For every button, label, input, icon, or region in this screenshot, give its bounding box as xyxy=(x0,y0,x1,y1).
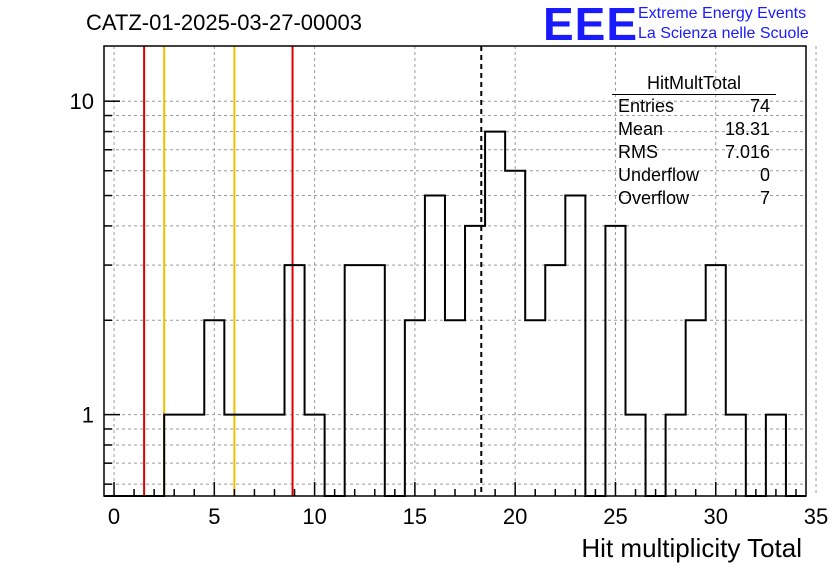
stats-value: 0 xyxy=(759,165,770,185)
stats-label: Mean xyxy=(618,119,664,139)
stats-row-entries: Entries 74 xyxy=(612,95,776,118)
logo-line-2: La Scienza nelle Scuole xyxy=(638,25,809,42)
logo-text: Extreme Energy Events La Scienza nelle S… xyxy=(638,4,809,44)
stats-row-mean: Mean 18.31 xyxy=(612,118,776,141)
stats-label: RMS xyxy=(618,142,658,162)
x-axis-label: Hit multiplicity Total xyxy=(581,533,802,563)
y-tick-label: 10 xyxy=(70,89,94,114)
marker-lines xyxy=(143,46,483,496)
chart-title: CATZ-01-2025-03-27-00003 xyxy=(86,10,362,35)
stats-label: Overflow xyxy=(618,188,690,208)
stats-value: 74 xyxy=(749,96,770,116)
stats-value: 7 xyxy=(759,188,770,208)
x-tick-label: 20 xyxy=(503,504,527,529)
stats-box: HitMultTotal Entries 74 Mean 18.31 RMS 7… xyxy=(612,72,776,210)
stats-row-rms: RMS 7.016 xyxy=(612,141,776,164)
axes: 0 5 10 15 20 25 30 35 1 10 xyxy=(70,45,828,529)
x-tick-label: 15 xyxy=(403,504,427,529)
stats-row-overflow: Overflow 7 xyxy=(612,187,776,210)
y-tick-label: 1 xyxy=(82,403,94,428)
stats-title: HitMultTotal xyxy=(612,72,776,95)
eee-logo: EEE xyxy=(543,0,639,50)
x-tick-label: 5 xyxy=(208,504,220,529)
stats-label: Underflow xyxy=(618,165,700,185)
stats-row-underflow: Underflow 0 xyxy=(612,164,776,187)
logo-line-1: Extreme Energy Events xyxy=(638,5,807,22)
x-tick-label: 30 xyxy=(704,504,728,529)
x-tick-label: 10 xyxy=(302,504,326,529)
stats-label: Entries xyxy=(618,96,675,116)
x-tick-label: 25 xyxy=(603,504,627,529)
x-tick-label: 0 xyxy=(108,504,120,529)
histogram-bars xyxy=(104,130,806,497)
x-tick-label: 35 xyxy=(804,504,828,529)
stats-value: 18.31 xyxy=(724,119,770,139)
stats-value: 7.016 xyxy=(724,142,770,162)
histogram-outline xyxy=(104,130,806,497)
